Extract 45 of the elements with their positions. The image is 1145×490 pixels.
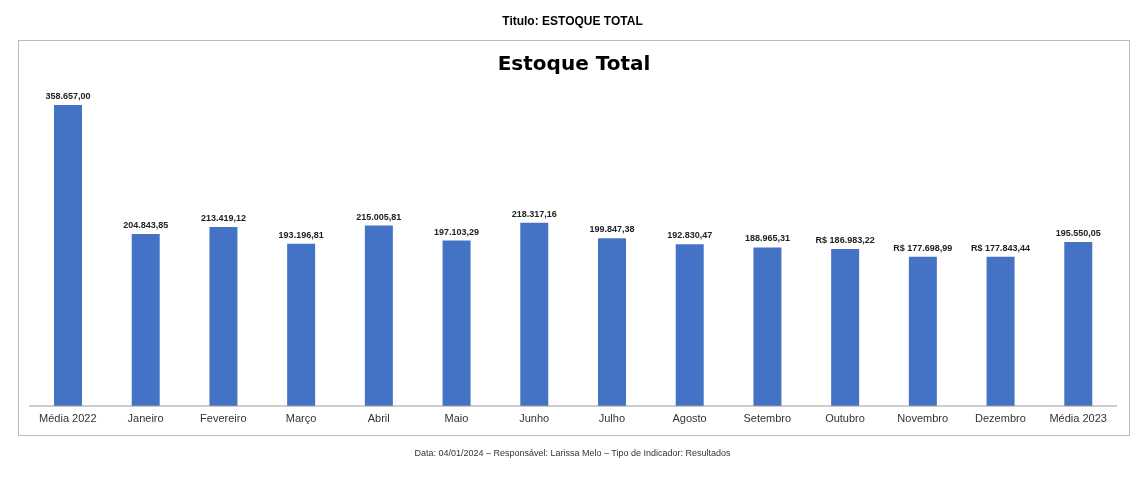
bar [54, 105, 82, 406]
bar [675, 244, 704, 406]
x-tick-label: Janeiro [127, 411, 164, 424]
x-tick-label: Julho [598, 411, 626, 424]
x-tick-label: Novembro [897, 411, 949, 424]
x-tick-label: Média 2023 [1049, 411, 1107, 424]
text: Data: 04/01/2024 – Responsável: Larissa Melo – Tipo de Indicador: Resultados [413, 448, 732, 458]
x-tick-label: Março [285, 411, 317, 424]
data-label: 215.005,81 [356, 211, 402, 222]
data-label: 195.550,05 [1055, 227, 1101, 238]
data-label: 358.657,00 [45, 91, 91, 101]
bar [753, 247, 782, 406]
data-label: 218.317,16 [511, 208, 557, 219]
x-tick-label: Maio [444, 411, 469, 424]
data-label: R$ 177.698,99 [893, 242, 953, 253]
bar [520, 222, 549, 406]
bar [908, 256, 937, 406]
chart-subtitle: Estoque Total [496, 51, 652, 75]
data-label: 204.843,85 [123, 220, 169, 231]
bar [1064, 241, 1093, 406]
bar [131, 234, 160, 406]
x-tick-label: Dezembro [975, 411, 1026, 424]
data-label: 188.965,31 [744, 233, 790, 244]
bar [364, 225, 393, 406]
data-label: 193.196,81 [278, 229, 324, 240]
x-tick-label: Fevereiro [200, 411, 247, 424]
bar [442, 240, 471, 406]
x-tick-label: Setembro [743, 411, 792, 424]
x-tick-label: Média 2022 [39, 411, 97, 424]
x-tick-label: Agosto [672, 411, 707, 424]
bar [831, 249, 860, 406]
data-label: R$ 177.843,44 [971, 242, 1031, 253]
bar [598, 238, 626, 406]
x-tick-label: Junho [519, 411, 550, 424]
x-tick-label: Abril [367, 411, 390, 424]
x-tick-label: Outubro [825, 411, 865, 424]
data-label: 199.847,38 [589, 224, 635, 235]
data-label: 213.419,12 [200, 212, 246, 223]
bar [287, 243, 316, 406]
chart-title: Titulo: ESTOQUE TOTAL [501, 14, 644, 28]
data-label: R$ 186.983,22 [815, 235, 875, 246]
data-label: 197.103,29 [434, 226, 480, 237]
data-label: 192.830,47 [667, 230, 713, 241]
bar [986, 256, 1015, 406]
bar [209, 226, 238, 406]
